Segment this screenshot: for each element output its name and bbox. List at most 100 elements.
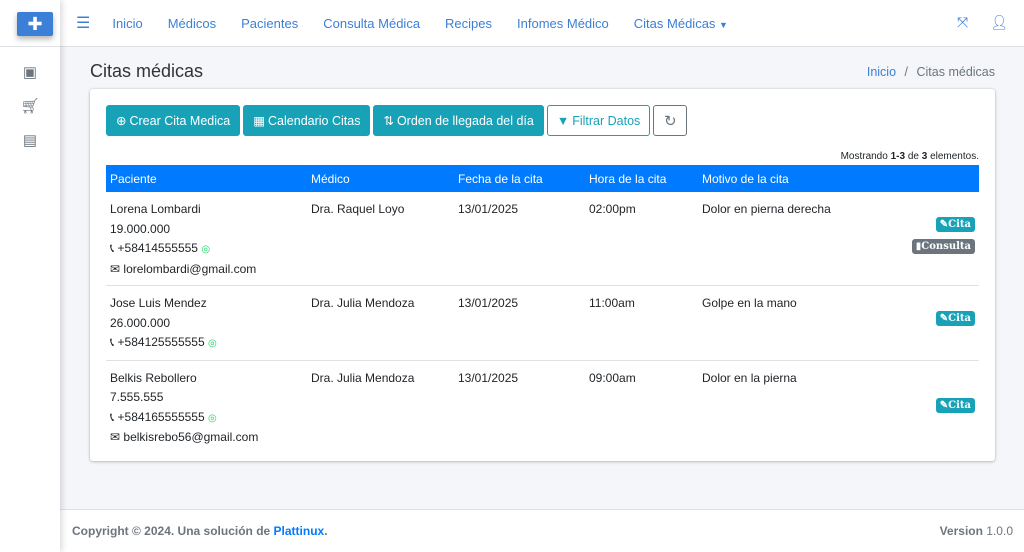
filter-button[interactable]: ▼ Filtrar Datos — [546, 105, 651, 136]
version: Version 1.0.0 — [940, 524, 1013, 538]
invoice-dollar-icon[interactable]: ▤ — [22, 132, 38, 149]
breadcrumb: Inicio / Citas médicas — [867, 65, 995, 79]
cell-medico: Dra. Julia Mendoza — [311, 370, 415, 385]
nav-citas-label: Citas Médicas — [633, 15, 716, 31]
calendar-label: Calendario Citas — [268, 113, 361, 128]
patient-id: 19.000.000 — [110, 221, 171, 236]
copyright-dot: . — [324, 524, 328, 538]
create-appointment-button[interactable]: ⊕ Crear Cita Medica — [106, 105, 241, 136]
cell-motivo: Golpe en la mano — [698, 285, 899, 361]
summary-prefix: Mostrando — [840, 151, 891, 162]
patient-phone: 📞︎ +58414555555 ◎ — [110, 239, 303, 260]
consulta-button[interactable]: ▮Consulta — [911, 239, 975, 254]
nav-citas-dropdown[interactable]: Citas Médicas ▼ — [634, 16, 728, 31]
cell-actions: ✎Cita — [899, 285, 979, 361]
version-number: 1.0.0 — [986, 524, 1013, 538]
cell-fecha: 13/01/2025 — [458, 370, 519, 385]
breadcrumb-separator: / — [904, 65, 909, 79]
nav-consulta[interactable]: Consulta Médica — [323, 15, 421, 31]
cell-fecha: 13/01/2025 — [454, 192, 585, 286]
refresh-icon: ↻ — [664, 112, 677, 130]
whatsapp-icon[interactable]: ◎ — [207, 338, 217, 349]
cell-actions: ✎Cita — [899, 360, 979, 454]
order-label: Orden de llegada del día — [396, 113, 534, 128]
patient-id: 26.000.000 — [110, 315, 171, 330]
badge-label: Cita — [948, 313, 971, 324]
breadcrumb-home[interactable]: Inicio — [866, 65, 897, 79]
clipboard-icon: ▮ — [915, 241, 922, 252]
appointments-card: ⊕ Crear Cita Medica ▦ Calendario Citas ⇅ Or… — [90, 89, 995, 461]
fullscreen-icon[interactable]: ⤧ — [957, 14, 969, 30]
cell-hora: 11:00am — [585, 285, 698, 361]
top-navbar: ☰ Inicio Médicos Pacientes Consulta Médi… — [60, 0, 1024, 47]
edit-cita-button[interactable]: ✎Cita — [935, 397, 975, 413]
col-motivo: Motivo de la cita — [698, 165, 899, 192]
plus-circle-icon: ⊕ — [116, 114, 127, 128]
nav-inicio[interactable]: Inicio — [112, 15, 143, 31]
nav-medicos[interactable]: Médicos — [167, 15, 217, 31]
nav-pacientes[interactable]: Pacientes — [241, 15, 299, 31]
page-title: Citas médicas — [90, 61, 204, 81]
cell-paciente: Lorena Lombardi 19.000.000 📞︎ +584145555… — [106, 192, 307, 286]
badge-label: Cita — [948, 219, 971, 230]
summary-mid: de — [905, 151, 922, 162]
cart-plus-icon[interactable]: 🛒︎ — [20, 98, 40, 115]
envelope-icon: ✉ — [110, 261, 121, 276]
phone-icon: 📞︎ — [110, 241, 115, 255]
filter-label: Filtrar Datos — [572, 113, 641, 128]
table-row: Lorena Lombardi 19.000.000 📞︎ +584145555… — [106, 192, 979, 286]
contact-book-icon[interactable]: ▣ — [22, 64, 38, 81]
whatsapp-icon[interactable]: ◎ — [207, 412, 217, 424]
brand: ✚ — [0, 0, 60, 47]
calendar-icon: ▦ — [253, 114, 266, 128]
copyright-text: Copyright © 2024. Una solución de — [72, 524, 274, 538]
brand-link[interactable]: Plattinux — [273, 524, 325, 538]
badge-label: Cita — [948, 399, 971, 411]
col-fecha: Fecha de la cita — [454, 165, 585, 192]
edit-cita-button[interactable]: ✎Cita — [935, 217, 975, 232]
breadcrumb-current: Citas médicas — [916, 65, 996, 79]
whatsapp-icon[interactable]: ◎ — [201, 244, 211, 255]
summary-suffix: elementos. — [927, 151, 979, 162]
menu-toggle-icon[interactable]: ☰ — [76, 15, 91, 32]
refresh-button[interactable]: ↻ — [653, 105, 688, 136]
phone-icon: 📞︎ — [110, 409, 115, 424]
copyright: Copyright © 2024. Una solución de Platti… — [72, 524, 328, 538]
cell-paciente: Jose Luis Mendez 26.000.000 📞︎ +58412555… — [106, 285, 307, 361]
cell-hora: 09:00am — [589, 370, 636, 385]
caret-down-icon: ▼ — [719, 19, 728, 30]
calendar-button[interactable]: ▦ Calendario Citas — [243, 105, 371, 136]
col-actions — [899, 165, 979, 192]
patient-name: Jose Luis Mendez — [110, 296, 207, 310]
summary-total: 3 — [921, 151, 928, 162]
col-paciente: Paciente — [106, 165, 307, 192]
medical-cross-logo-icon[interactable]: ✚ — [17, 12, 53, 36]
appointments-table: Paciente Médico Fecha de la cita Hora de… — [106, 165, 979, 454]
patient-email: ✉ lorelombardi@gmail.com — [110, 260, 303, 280]
footer: Copyright © 2024. Una solución de Platti… — [60, 509, 1024, 552]
cell-hora: 02:00pm — [585, 192, 698, 286]
edit-icon: ✎ — [939, 313, 949, 324]
envelope-icon: ✉ — [110, 430, 121, 444]
email-text: lorelombardi@gmail.com — [123, 261, 257, 276]
table-row: Belkis Rebollero 7.555.555 📞︎ +584165555… — [106, 360, 979, 454]
cell-actions: ✎Cita ▮Consulta — [899, 192, 979, 286]
phone-icon: 📞︎ — [110, 335, 115, 349]
user-icon[interactable]: 👤︎ — [990, 14, 1008, 30]
arrival-order-button[interactable]: ⇅ Orden de llegada del día — [373, 105, 544, 136]
cell-paciente: Belkis Rebollero 7.555.555 📞︎ +584165555… — [106, 360, 307, 454]
edit-cita-button[interactable]: ✎Cita — [935, 311, 975, 326]
col-hora: Hora de la cita — [585, 165, 698, 192]
table-row: Jose Luis Mendez 26.000.000 📞︎ +58412555… — [106, 285, 979, 361]
cell-motivo: Dolor en pierna derecha — [698, 192, 899, 286]
nav-recipes[interactable]: Recipes — [445, 15, 493, 31]
edit-icon: ✎ — [939, 219, 949, 230]
nav-informes[interactable]: Infomes Médico — [517, 15, 609, 31]
create-label: Crear Cita Medica — [129, 113, 231, 128]
phone-number: +584165555555 — [117, 409, 205, 424]
cell-medico: Dra. Julia Mendoza — [307, 285, 454, 361]
email-text: belkisrebo56@gmail.com — [123, 430, 259, 444]
edit-icon: ✎ — [939, 399, 949, 411]
version-label: Version — [939, 524, 983, 538]
col-medico: Médico — [307, 165, 454, 192]
